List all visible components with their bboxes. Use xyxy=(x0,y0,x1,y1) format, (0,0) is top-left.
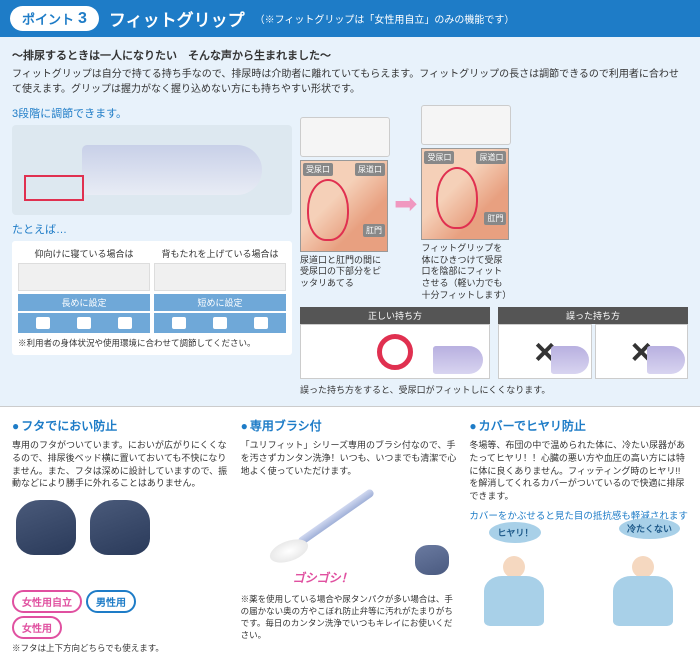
cover-illustration: ヒヤリ！ 冷たくない xyxy=(469,526,688,626)
adjust-label: 3段階に調節できます。 xyxy=(12,105,292,121)
setting-icons-long xyxy=(18,313,150,333)
example-col-2: 背もたれを上げている場合は 短めに設定 xyxy=(154,247,286,333)
example-col2-title: 背もたれを上げている場合は xyxy=(154,247,286,260)
label-urethra: 尿道口 xyxy=(355,163,385,176)
correct-hold-illustration xyxy=(300,324,490,379)
wrong-hold-col: 誤った持ち方 × × xyxy=(498,307,688,379)
lid-note: ※フタは上下方向どちらでも使えます。 xyxy=(12,642,231,654)
feature-lid-title: フタでにおい防止 xyxy=(12,417,231,434)
feature-brush-text: 「ユリフィット」シリーズ専用のブラシ付なので、手を汚さずカンタン洗浄！いつも、い… xyxy=(241,439,460,477)
person-cold xyxy=(469,556,559,626)
holding-row: 正しい持ち方 誤った持ち方 × × xyxy=(300,307,688,379)
setting-long: 長めに設定 xyxy=(18,294,150,311)
diagram-row: 受尿口 尿道口 肛門 尿道口と肛門の間に受尿口の下部分をピッタリあてる ➡ 受尿… xyxy=(300,105,688,301)
arrow-icon: ➡ xyxy=(394,187,417,220)
speech-warm: 冷たくない xyxy=(619,518,680,539)
wrong-hold-title: 誤った持ち方 xyxy=(498,307,688,324)
correct-hold-col: 正しい持ち方 xyxy=(300,307,490,379)
label-urethra-2: 尿道口 xyxy=(476,151,506,164)
feature-brush-title: 専用ブラシ付 xyxy=(241,417,460,434)
brush-sound-text: ゴシゴシ！ xyxy=(293,569,353,586)
right-column: 受尿口 尿道口 肛門 尿道口と肛門の間に受尿口の下部分をピッタリあてる ➡ 受尿… xyxy=(300,105,688,396)
example-label: たとえば… xyxy=(12,221,292,237)
label-receptor-2: 受尿口 xyxy=(424,151,454,164)
example-note: ※利用者の身体状況や使用環境に合わせて調節してください。 xyxy=(18,337,286,349)
sitting-up-illustration xyxy=(154,263,286,291)
cap-shape-1 xyxy=(16,500,76,555)
feature-cover-title: カバーでヒヤリ防止 xyxy=(469,417,688,434)
brush-note: ※薬を使用している場合や尿タンパクが多い場合は、手の届かない奥の方やこぼれ防止弁… xyxy=(241,593,460,641)
feature-cover: カバーでヒヤリ防止 冬場等、布団の中で温められた体に、冷たい尿器があたってヒヤリ… xyxy=(469,417,688,653)
lying-flat-illustration xyxy=(18,263,150,291)
header-subtitle: （※フィットグリップは「女性用自立」のみの機能です） xyxy=(255,11,515,26)
label-receptor: 受尿口 xyxy=(303,163,333,176)
grip-shape xyxy=(82,145,262,195)
feature-lid: フタでにおい防止 専用のフタがついています。においが広がりにくくなるので、排尿後… xyxy=(12,417,231,653)
top-section: ～排尿するときは一人になりたい そんな声から生まれました～ フィットグリップは自… xyxy=(0,37,700,407)
diagram-caption-1: 尿道口と肛門の間に受尿口の下部分をピッタリあてる xyxy=(300,255,388,290)
btn-male: 男性用 xyxy=(86,590,136,613)
brush-cap xyxy=(415,545,449,575)
point-badge: ポイント 3 xyxy=(10,6,99,31)
bottom-features: フタでにおい防止 専用のフタがついています。においが広がりにくくなるので、排尿後… xyxy=(0,407,700,663)
btn-female: 女性用 xyxy=(12,616,62,639)
wrong-hold-illustration-2: × xyxy=(595,324,689,379)
cap-shape-2 xyxy=(90,500,150,555)
example-col1-title: 仰向けに寝ている場合は xyxy=(18,247,150,260)
top-grid: 3段階に調節できます。 たとえば… 仰向けに寝ている場合は 長めに設定 背もたれ… xyxy=(12,105,688,396)
lying-figure-1 xyxy=(300,117,390,157)
label-anus-2: 肛門 xyxy=(484,212,506,225)
correct-hold-title: 正しい持ち方 xyxy=(300,307,490,324)
lying-figure-2 xyxy=(421,105,511,145)
anatomy-diagram-1: 受尿口 尿道口 肛門 xyxy=(300,160,388,252)
point-number: 3 xyxy=(78,10,87,28)
holding-note: 誤った持ち方をすると、受尿口がフィットしにくくなります。 xyxy=(300,383,688,396)
setting-short: 短めに設定 xyxy=(154,294,286,311)
feature-lid-text: 専用のフタがついています。においが広がりにくくなるので、排尿後ベッド横に置いてお… xyxy=(12,439,231,489)
feature-brush: 専用ブラシ付 「ユリフィット」シリーズ専用のブラシ付なので、手を汚さずカンタン洗… xyxy=(241,417,460,653)
grip-adjust-illustration xyxy=(12,125,292,215)
intro-tagline: ～排尿するときは一人になりたい そんな声から生まれました～ xyxy=(12,47,688,63)
anatomy-diagram-2: 受尿口 尿道口 肛門 xyxy=(421,148,509,240)
point-label: ポイント xyxy=(22,9,74,28)
feature-cover-text: 冬場等、布団の中で温められた体に、冷たい尿器があたってヒヤリ！！心臓の悪い方や血… xyxy=(469,439,688,502)
circle-mark-icon xyxy=(377,334,413,370)
speech-cold: ヒヤリ！ xyxy=(489,522,541,543)
left-column: 3段階に調節できます。 たとえば… 仰向けに寝ている場合は 長めに設定 背もたれ… xyxy=(12,105,292,396)
wrong-hold-illustration-1: × xyxy=(498,324,592,379)
btn-female-independent: 女性用自立 xyxy=(12,590,82,613)
intro-text: フィットグリップは自分で持てる持ち手なので、排尿時は介助者に離れていてもらえます… xyxy=(12,67,688,97)
label-anus: 肛門 xyxy=(363,224,385,237)
lid-illustration xyxy=(12,496,231,586)
person-warm xyxy=(598,556,688,626)
diagram-caption-2: フィットグリップを体にひきつけて受尿口を陰部にフィットさせる（軽い力でも十分フィ… xyxy=(421,243,509,301)
receptor-outline-fit xyxy=(436,167,478,229)
brush-head xyxy=(266,535,310,567)
header-title: フィットグリップ xyxy=(109,6,245,31)
receptor-outline xyxy=(307,179,349,241)
brush-illustration: ゴシゴシ！ xyxy=(241,483,460,593)
setting-icons-short xyxy=(154,313,286,333)
header-bar: ポイント 3 フィットグリップ （※フィットグリップは「女性用自立」のみの機能で… xyxy=(0,0,700,37)
brush-handle xyxy=(297,488,375,546)
example-box: 仰向けに寝ている場合は 長めに設定 背もたれを上げている場合は 短めに設定 ※利… xyxy=(12,241,292,355)
example-col-1: 仰向けに寝ている場合は 長めに設定 xyxy=(18,247,150,333)
highlight-box xyxy=(24,175,84,201)
